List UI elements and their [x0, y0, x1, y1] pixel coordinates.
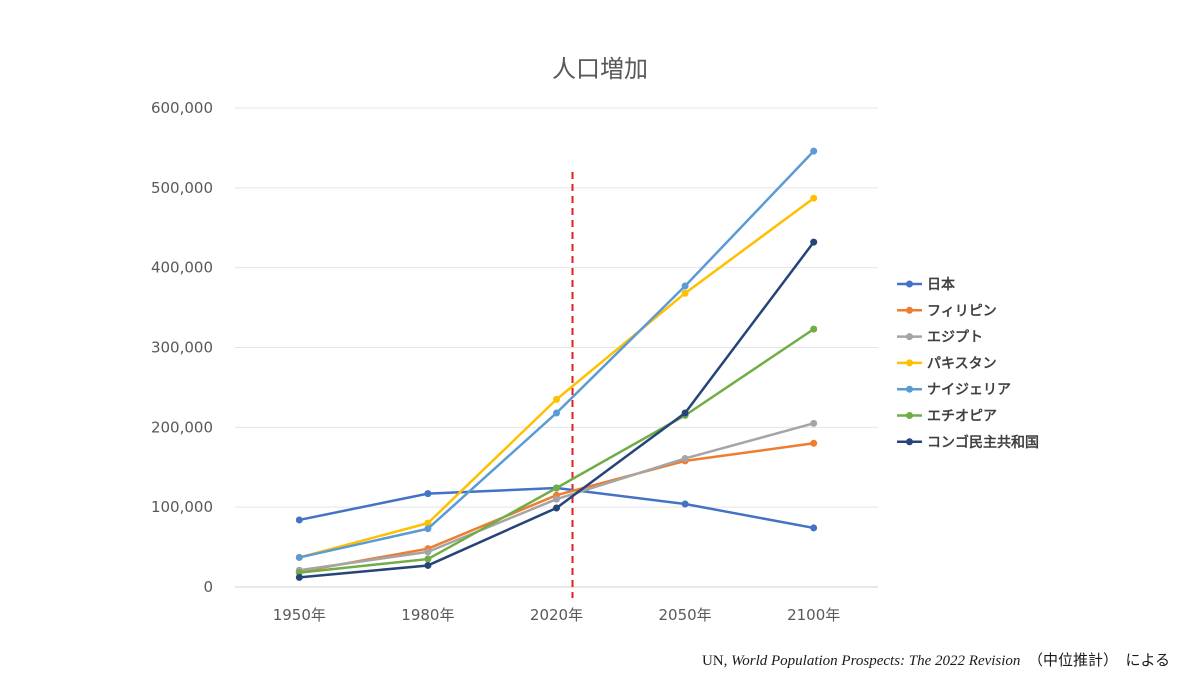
y-tick-label: 200,000 — [151, 418, 213, 436]
data-point — [295, 569, 303, 577]
legend-item: エチオピア — [897, 409, 997, 425]
legend-label: フィリピン — [927, 303, 997, 319]
data-point — [295, 553, 303, 561]
data-point — [681, 409, 689, 417]
legend-item: パキスタン — [897, 356, 997, 372]
legend-swatch-marker — [906, 280, 913, 288]
series-エジプト — [295, 419, 818, 574]
x-tick-label: 1950年 — [273, 606, 326, 624]
data-point — [553, 504, 560, 512]
legend-swatch-marker — [906, 359, 913, 367]
data-point — [810, 439, 818, 447]
data-point — [424, 548, 432, 556]
legend-label: ナイジェリア — [927, 382, 1011, 398]
data-point — [681, 500, 689, 508]
y-tick-label: 0 — [203, 578, 213, 596]
source-prefix: UN, — [701, 653, 732, 669]
data-point — [295, 573, 303, 581]
legend-item: フィリピン — [897, 303, 997, 319]
x-tick-label: 2050年 — [659, 606, 712, 624]
legend-item: 日本 — [897, 276, 956, 293]
legend-swatch-marker — [906, 333, 913, 341]
data-point — [810, 238, 818, 246]
chart-title: 人口増加 — [552, 55, 648, 83]
data-point — [553, 395, 560, 403]
legend-label: エジプト — [927, 330, 983, 346]
source-note: UN, World Population Prospects: The 2022… — [702, 649, 1170, 670]
legend-item: ナイジェリア — [897, 382, 1011, 398]
x-tick-label: 1980年 — [401, 606, 454, 624]
x-tick-label: 2100年 — [787, 606, 840, 624]
legend-swatch-marker — [906, 306, 913, 314]
y-tick-label: 300,000 — [151, 339, 213, 357]
data-point — [424, 525, 432, 533]
source-title: World Population Prospects: The 2022 Rev… — [731, 653, 1021, 669]
y-tick-label: 500,000 — [151, 179, 213, 197]
legend-item: エジプト — [897, 330, 983, 346]
data-point — [810, 194, 818, 202]
data-point — [810, 325, 818, 333]
legend-label: コンゴ民主共和国 — [927, 434, 1039, 451]
data-point — [553, 495, 560, 503]
x-axis: 1950年 1980年 2020年 2050年 2100年 — [273, 606, 841, 624]
data-point — [424, 519, 432, 527]
data-point — [424, 490, 432, 498]
legend-swatch-marker — [906, 385, 913, 393]
legend-label: エチオピア — [927, 409, 997, 425]
x-tick-label: 2020年 — [530, 606, 583, 624]
legend-swatch-marker — [906, 412, 913, 419]
series-ナイジェリア — [295, 147, 818, 561]
data-point — [424, 561, 432, 569]
legend-label: 日本 — [927, 276, 956, 293]
data-point — [810, 524, 818, 532]
source-suffix: （中位推計） による — [1020, 653, 1170, 669]
data-point — [424, 555, 432, 563]
data-point — [553, 409, 560, 417]
gridlines — [235, 107, 878, 588]
y-tick-label: 400,000 — [151, 259, 213, 277]
legend-label: パキスタン — [927, 356, 997, 372]
data-point — [681, 454, 689, 462]
series-コンゴ民主共和国 — [295, 238, 818, 581]
y-axis: 0 100,000 200,000 300,000 400,000 500,000 600,… — [151, 99, 213, 596]
data-point — [810, 419, 818, 427]
data-point — [681, 282, 689, 290]
y-tick-label: 100,000 — [151, 498, 213, 516]
data-point — [681, 289, 689, 297]
legend-item: コンゴ民主共和国 — [897, 434, 1039, 451]
data-point — [295, 516, 303, 524]
data-point — [553, 484, 560, 492]
data-point — [810, 147, 818, 155]
legend-swatch-marker — [906, 438, 913, 446]
y-tick-label: 600,000 — [151, 99, 213, 117]
series-group — [295, 147, 818, 581]
